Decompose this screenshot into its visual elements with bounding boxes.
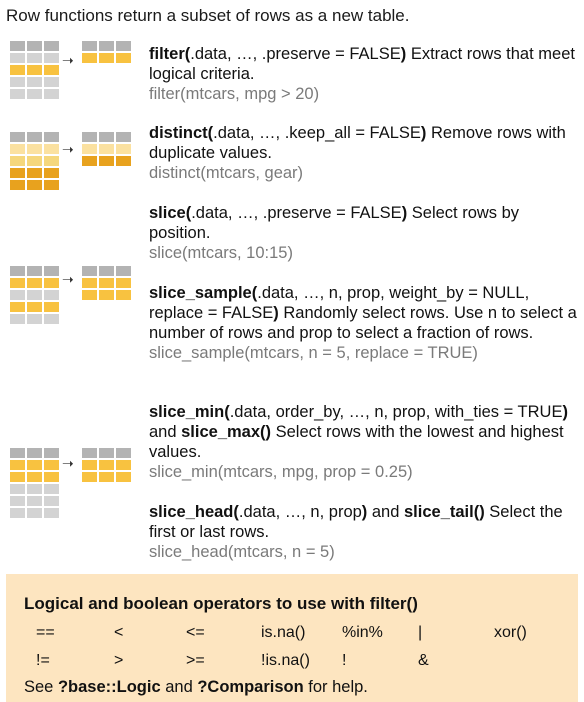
function-name: filter( (149, 45, 191, 63)
operator: != (36, 652, 50, 669)
function-example: slice(mtcars, 10:15) (149, 244, 293, 262)
operator: !is.na() (261, 652, 310, 669)
function-args: .data, …, .preserve = FALSE (190, 45, 401, 63)
operator: | (418, 624, 423, 641)
function-example: slice_min(mtcars, mpg, prop = 0.25) (149, 463, 413, 481)
function-name: slice( (149, 204, 192, 222)
operator: xor() (494, 624, 527, 641)
function-name-2: slice_max() (181, 423, 272, 441)
function-example: slice_head(mtcars, n = 5) (149, 543, 335, 561)
function-args: .data, order_by, …, n, prop, with_ties =… (229, 403, 563, 421)
operator: & (418, 652, 429, 669)
arrow-right-icon: ➝ (62, 52, 74, 68)
function-description: Select rows by position. (149, 204, 520, 242)
function-connector: and (367, 503, 404, 521)
function-close: ) (562, 403, 568, 421)
function-close: ) (361, 503, 368, 521)
entry-slice: slice(.data, …, .preserve = FALSE) Selec… (149, 203, 579, 263)
operator: %in% (342, 624, 383, 641)
entry-distinct: distinct(.data, …, .keep_all = FALSE) Re… (149, 123, 579, 183)
arrow-right-icon: ➝ (62, 141, 74, 157)
arrow-right-icon: ➝ (62, 455, 74, 471)
function-name: distinct( (149, 124, 214, 142)
function-close: ) (401, 204, 408, 222)
function-example: distinct(mtcars, gear) (149, 164, 304, 182)
function-connector: and (149, 423, 182, 441)
operator: < (114, 624, 124, 641)
entry-filter: filter(.data, …, .preserve = FALSE) Extr… (149, 44, 579, 104)
operators-help: See ?base::Logic and ?Comparison for hel… (24, 678, 368, 696)
function-example: slice_sample(mtcars, n = 5, replace = TR… (149, 344, 478, 362)
function-name-2: slice_tail() (404, 503, 485, 521)
help-ref-comparison: ?Comparison (197, 678, 304, 696)
function-description: Remove rows with duplicate values. (149, 124, 566, 162)
entry-slice-head: slice_head(.data, …, n, prop) and slice_… (149, 502, 579, 562)
operators-title: Logical and boolean operators to use wit… (24, 594, 418, 613)
function-description: Select the first or last rows. (149, 503, 563, 541)
function-description: Select rows with the lowest and highest … (149, 423, 564, 461)
function-close: ) (420, 124, 427, 142)
function-name: slice_min( (149, 403, 230, 421)
function-args: .data, …, .keep_all = FALSE (213, 124, 421, 142)
entry-slice-min: slice_min(.data, order_by, …, n, prop, w… (149, 402, 579, 482)
operator: == (36, 624, 55, 641)
intro-text: Row functions return a subset of rows as… (6, 6, 410, 25)
function-close: ) (273, 304, 279, 322)
entry-slice-sample: slice_sample(.data, …, n, prop, weight_b… (149, 283, 579, 363)
arrow-right-icon: ➝ (62, 271, 74, 287)
function-description: Randomly select rows. Use n to select a … (149, 304, 577, 342)
function-name: slice_sample( (149, 284, 258, 302)
function-args: .data, …, n, prop, weight_by = NULL, rep… (149, 284, 530, 322)
operator: > (114, 652, 124, 669)
operators-panel: Logical and boolean operators to use wit… (6, 574, 578, 702)
function-name: slice_head( (149, 503, 239, 521)
help-ref-logic: ?base::Logic (57, 678, 161, 696)
operator: >= (186, 652, 205, 669)
operator: is.na() (261, 624, 306, 641)
function-args: .data, …, .preserve = FALSE (191, 204, 402, 222)
function-example: filter(mtcars, mpg > 20) (149, 85, 320, 103)
function-description: Extract rows that meet logical criteria. (149, 45, 575, 83)
operator: <= (186, 624, 205, 641)
operator: ! (342, 652, 347, 669)
function-args: .data, …, n, prop (238, 503, 362, 521)
function-close: ) (400, 45, 407, 63)
